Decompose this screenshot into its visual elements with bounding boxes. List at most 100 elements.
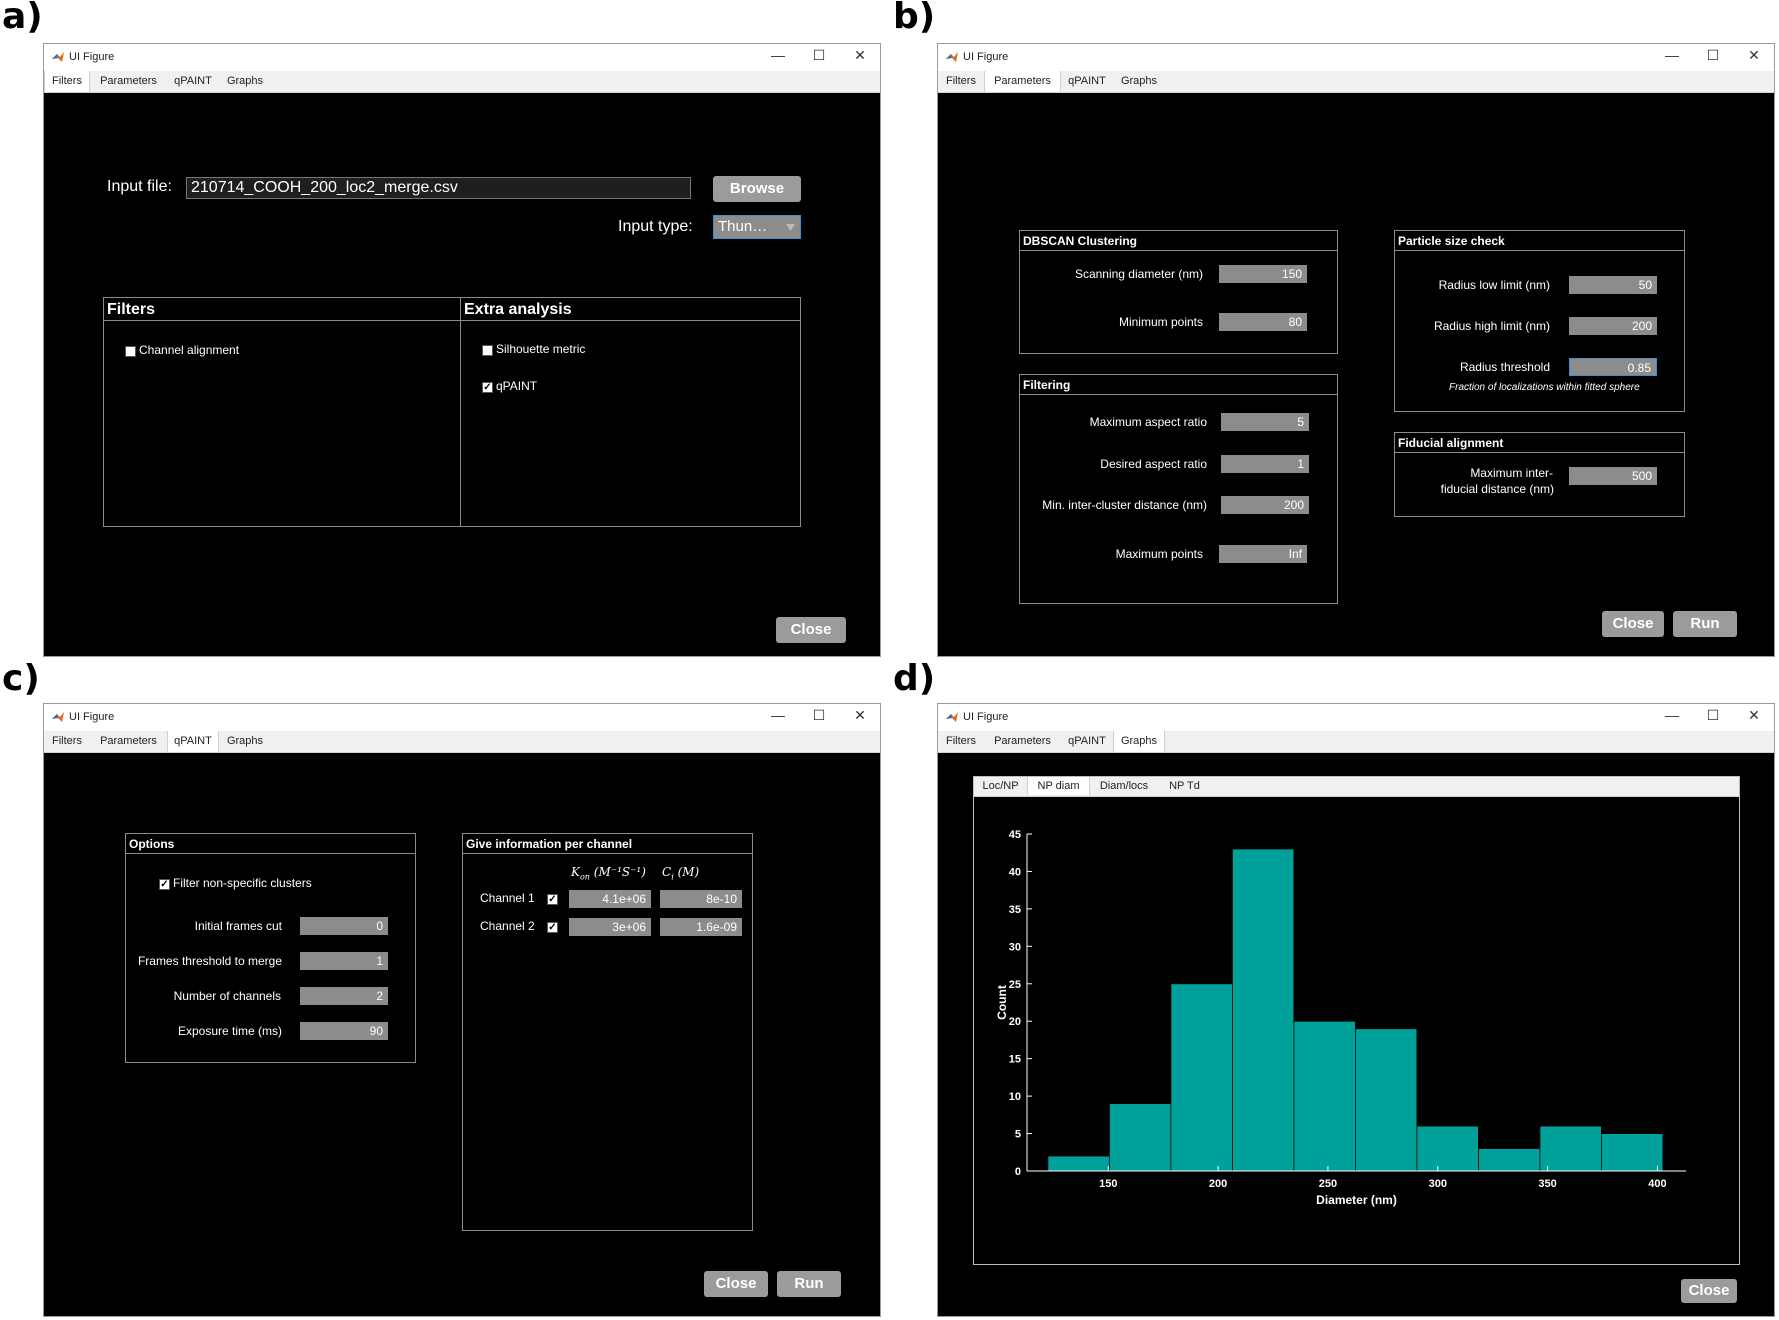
y-axis-label: Count (995, 985, 1009, 1020)
tab-content-qpaint: Options ✓ Filter non-specific clusters I… (44, 753, 880, 1316)
channel-1-checkbox[interactable]: ✓ (547, 894, 558, 905)
channel-2-ci-field[interactable]: 1.6e-09 (660, 918, 742, 936)
silhouette-checkbox[interactable] (482, 345, 493, 356)
tab-graphs[interactable]: Graphs (226, 75, 264, 87)
fiducial-title: Fiducial alignment (1395, 433, 1684, 453)
tab-filters[interactable]: Filters (946, 75, 976, 87)
close-window-icon[interactable]: ✕ (854, 47, 866, 63)
channel-1-label: Channel 1 (480, 891, 535, 905)
tab-graphs[interactable]: Graphs (226, 735, 264, 747)
close-button[interactable]: Close (1602, 611, 1664, 637)
histogram-bar (1416, 1125, 1479, 1172)
close-window-icon[interactable]: ✕ (854, 707, 866, 723)
browse-button[interactable]: Browse (713, 176, 801, 202)
close-button[interactable]: Close (776, 617, 846, 643)
graph-tab-diam-locs[interactable]: Diam/locs (1099, 780, 1149, 792)
run-button[interactable]: Run (777, 1271, 841, 1297)
input-file-field[interactable]: 210714_COOH_200_loc2_merge.csv (186, 177, 691, 199)
graph-tab-np-td[interactable]: NP Td (1169, 780, 1200, 792)
histogram-bar (1601, 1133, 1664, 1172)
min-inter-cluster-field[interactable]: 200 (1221, 496, 1309, 514)
filter-nonspecific-label: Filter non-specific clusters (173, 876, 312, 890)
tab-bar: Filters Parameters qPAINT Graphs (44, 731, 880, 753)
tab-qpaint[interactable]: qPAINT (1068, 735, 1106, 747)
filters-panel-title: Filters (104, 298, 460, 321)
title-bar[interactable]: UI Figure — ☐ ✕ (938, 704, 1774, 731)
tab-filters[interactable]: Filters (52, 735, 82, 747)
panel-label-a: a) (2, 0, 43, 37)
y-tick-label: 5 (1015, 1129, 1021, 1141)
histogram-bar (1231, 848, 1295, 1172)
tab-qpaint[interactable]: qPAINT (174, 75, 212, 87)
maximize-icon[interactable]: ☐ (812, 47, 826, 63)
tab-graphs[interactable]: Graphs (1120, 75, 1158, 87)
fiducial-distance-label-1: Maximum inter- (1470, 466, 1553, 480)
kon-subscript: on (579, 872, 590, 882)
close-button[interactable]: Close (704, 1271, 768, 1297)
matlab-logo-icon (52, 712, 64, 722)
fiducial-distance-field[interactable]: 500 (1569, 467, 1657, 485)
tab-filters[interactable]: Filters (44, 71, 90, 92)
particle-size-title: Particle size check (1395, 231, 1684, 251)
minimize-icon[interactable]: — (771, 47, 785, 63)
graph-tab-np-diam[interactable]: NP diam (1027, 777, 1090, 795)
exposure-time-field[interactable]: 90 (300, 1022, 388, 1040)
radius-high-field[interactable]: 200 (1569, 317, 1657, 335)
filtering-title: Filtering (1020, 375, 1337, 395)
tab-parameters[interactable]: Parameters (994, 735, 1051, 747)
tab-qpaint[interactable]: qPAINT (1068, 75, 1106, 87)
channel-2-checkbox[interactable]: ✓ (547, 922, 558, 933)
radius-low-field[interactable]: 50 (1569, 276, 1657, 294)
minimize-icon[interactable]: — (1665, 707, 1679, 723)
tab-parameters[interactable]: Parameters (984, 71, 1061, 92)
filter-nonspecific-checkbox[interactable]: ✓ (159, 879, 170, 890)
input-type-dropdown[interactable]: Thun… (713, 215, 801, 239)
scanning-diameter-field[interactable]: 150 (1219, 265, 1307, 283)
maximum-points-field[interactable]: Inf (1219, 545, 1307, 563)
minimize-icon[interactable]: — (771, 707, 785, 723)
histogram-bar (1047, 1155, 1110, 1172)
ci-units: (M) (677, 865, 700, 879)
ci-subscript: i (671, 872, 674, 882)
input-type-label: Input type: (618, 218, 693, 235)
scanning-diameter-label: Scanning diameter (nm) (1074, 267, 1203, 281)
close-window-icon[interactable]: ✕ (1748, 707, 1760, 723)
channel-alignment-checkbox[interactable] (125, 346, 136, 357)
minimum-points-field[interactable]: 80 (1219, 313, 1307, 331)
matlab-logo-icon (946, 712, 958, 722)
number-of-channels-field[interactable]: 2 (300, 987, 388, 1005)
maximize-icon[interactable]: ☐ (1706, 47, 1720, 63)
channel-1-kon-field[interactable]: 4.1e+06 (569, 890, 651, 908)
qpaint-checkbox[interactable]: ✓ (482, 382, 493, 393)
channel-info-title: Give information per channel (463, 834, 752, 854)
options-panel: Options ✓ Filter non-specific clusters I… (125, 833, 416, 1063)
close-button[interactable]: Close (1681, 1279, 1737, 1303)
title-bar[interactable]: UI Figure — ☐ ✕ (44, 44, 880, 71)
run-button[interactable]: Run (1673, 611, 1737, 637)
ci-symbol: C (662, 865, 672, 879)
tab-qpaint[interactable]: qPAINT (167, 731, 219, 752)
max-aspect-field[interactable]: 5 (1221, 413, 1309, 431)
graph-tab-loc-np[interactable]: Loc/NP (982, 780, 1019, 792)
channel-1-ci-field[interactable]: 8e-10 (660, 890, 742, 908)
initial-frames-field[interactable]: 0 (300, 917, 388, 935)
minimize-icon[interactable]: — (1665, 47, 1679, 63)
options-title: Options (126, 834, 415, 854)
title-bar[interactable]: UI Figure — ☐ ✕ (44, 704, 880, 731)
tab-graphs[interactable]: Graphs (1113, 731, 1165, 752)
channel-2-kon-field[interactable]: 3e+06 (569, 918, 651, 936)
maximize-icon[interactable]: ☐ (1706, 707, 1720, 723)
tab-filters[interactable]: Filters (946, 735, 976, 747)
radius-high-label: Radius high limit (nm) (1433, 319, 1550, 333)
x-tick-label: 200 (1209, 1178, 1227, 1190)
title-bar[interactable]: UI Figure — ☐ ✕ (938, 44, 1774, 71)
close-window-icon[interactable]: ✕ (1748, 47, 1760, 63)
tab-parameters[interactable]: Parameters (100, 75, 157, 87)
radius-threshold-field[interactable]: 0.85 (1569, 358, 1657, 376)
frames-threshold-field[interactable]: 1 (300, 952, 388, 970)
tab-parameters[interactable]: Parameters (100, 735, 157, 747)
desired-aspect-field[interactable]: 1 (1221, 455, 1309, 473)
channel-alignment-label: Channel alignment (139, 343, 240, 357)
radius-threshold-label: Radius threshold (1459, 360, 1550, 374)
maximize-icon[interactable]: ☐ (812, 707, 826, 723)
